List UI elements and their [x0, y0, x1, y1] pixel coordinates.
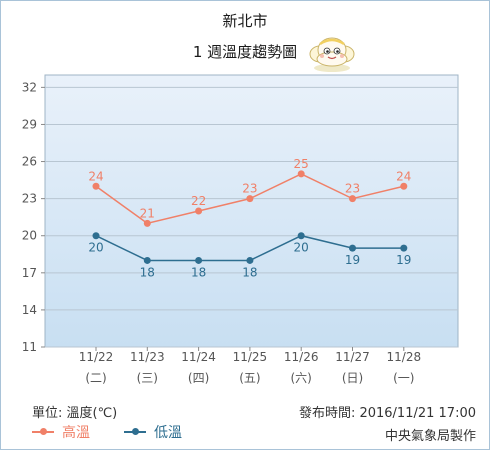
x-tick-label-weekday: (六) [291, 371, 312, 385]
low-temp-point [297, 232, 305, 240]
y-tick-label: 29 [22, 117, 37, 131]
x-tick-label-date: 11/26 [284, 350, 319, 364]
x-tick-label-weekday: (四) [188, 371, 209, 385]
low-temp-label: 18 [140, 265, 155, 279]
city-title: 新北市 [222, 12, 268, 30]
low-temp-label: 20 [88, 241, 103, 255]
y-tick-label: 26 [22, 155, 37, 169]
high-temp-point [195, 207, 203, 215]
low-temp-point [400, 244, 408, 252]
x-tick-label-date: 11/25 [233, 350, 268, 364]
legend-low-label: 低溫 [154, 425, 182, 441]
x-tick-label-weekday: (日) [342, 371, 363, 385]
high-temp-label: 24 [88, 169, 103, 183]
x-tick-label-date: 11/28 [387, 350, 422, 364]
chart-subtitle: 1 週溫度趨勢圖 [192, 43, 298, 61]
plot-area [44, 74, 459, 348]
x-tick-label-weekday: (一) [393, 371, 414, 385]
high-temp-label: 23 [242, 182, 257, 196]
high-temp-point [400, 182, 408, 190]
y-tick-label: 20 [22, 229, 37, 243]
high-temp-label: 23 [345, 182, 360, 196]
high-temp-point [349, 195, 356, 203]
unit-label: 單位: 溫度(℃) [32, 406, 118, 421]
low-temp-point [349, 244, 356, 252]
x-axis-ticks: 11/22 (二) 11/23 (三) 11/24 (四) 11/25 (五) 11/26 (六)… [79, 347, 421, 385]
y-tick-label: 14 [22, 303, 37, 317]
y-axis-ticks: 11 14 17 20 23 26 29 32 [22, 80, 45, 354]
agency-credit: 中央氣象局製作 [384, 429, 476, 444]
x-tick-label-weekday: (二) [85, 371, 106, 385]
x-tick-label-date: 11/22 [79, 350, 114, 364]
high-temp-label: 25 [294, 157, 309, 171]
high-temp-point [92, 182, 100, 190]
x-tick-label-date: 11/27 [335, 350, 370, 364]
y-tick-label: 17 [22, 266, 37, 280]
x-tick-label-weekday: (五) [239, 371, 260, 385]
high-temp-label: 24 [396, 169, 411, 183]
low-temp-label: 19 [345, 253, 360, 267]
legend-low-marker [132, 428, 139, 435]
low-temp-point [246, 256, 254, 264]
high-temp-label: 21 [140, 206, 155, 220]
low-temp-point [143, 256, 151, 264]
y-tick-label: 11 [22, 340, 37, 354]
legend-high-marker [40, 428, 47, 435]
high-temp-label: 22 [191, 194, 206, 208]
x-tick-label-weekday: (三) [137, 371, 158, 385]
high-temp-point [143, 219, 151, 227]
low-temp-point [92, 232, 100, 240]
x-tick-label-date: 11/24 [181, 350, 216, 364]
low-temp-label: 18 [242, 265, 257, 279]
low-temp-label: 19 [396, 253, 411, 267]
high-temp-point [246, 195, 254, 203]
published-time: 發布時間: 2016/11/21 17:00 [298, 406, 476, 421]
low-temp-label: 20 [294, 241, 309, 255]
cloud-mascot-icon [309, 37, 355, 72]
series-lines: 24 21 22 23 25 23 24 20 18 18 18 20 19 19 [88, 157, 411, 280]
low-temp-label: 18 [191, 265, 206, 279]
y-tick-label: 32 [22, 80, 37, 94]
legend-high-label: 高溫 [62, 425, 90, 441]
low-temp-point [195, 256, 203, 264]
high-temp-point [297, 170, 305, 178]
x-tick-label-date: 11/23 [130, 350, 165, 364]
y-tick-label: 23 [22, 192, 37, 206]
